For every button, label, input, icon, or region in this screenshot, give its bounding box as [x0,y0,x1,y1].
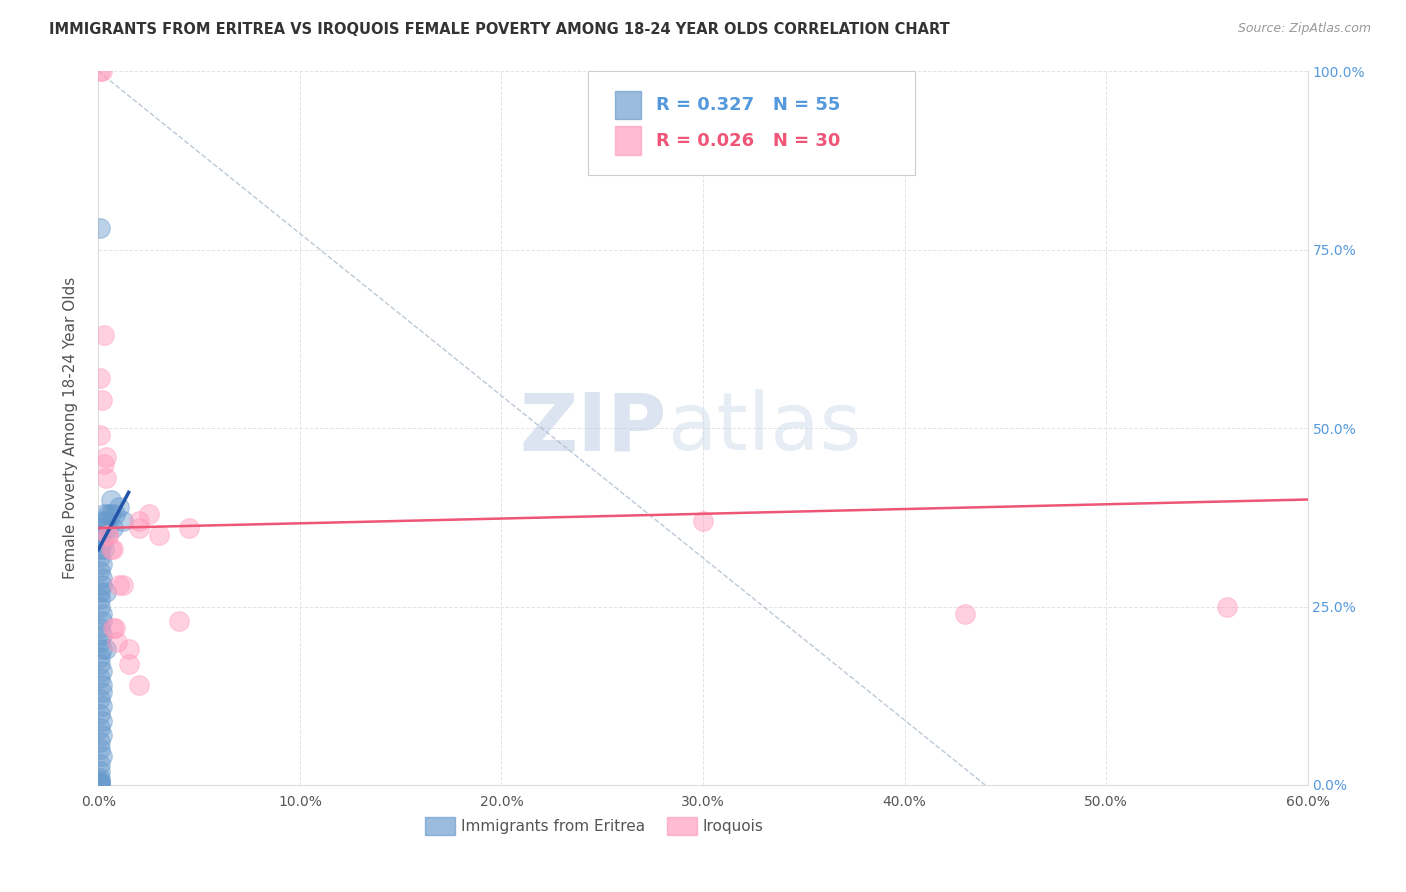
Point [93,457,115,471]
Point [148,528,170,542]
Point [179,521,201,535]
Point [91,392,114,407]
Y-axis label: Female Poverty Among 18-24 Year Olds: Female Poverty Among 18-24 Year Olds [63,277,77,579]
Point [91,714,114,728]
Point [101,621,124,635]
Text: IMMIGRANTS FROM ERITREA VS IROQUOIS FEMALE POVERTY AMONG 18-24 YEAR OLDS CORRELA: IMMIGRANTS FROM ERITREA VS IROQUOIS FEMA… [49,22,950,37]
Point [91,685,114,699]
Text: ZIP: ZIP [519,389,666,467]
Point [91,578,114,592]
Point [89,657,111,671]
Point [100,492,122,507]
Point [89,428,111,442]
Point [1216,599,1239,614]
Point [96,585,118,599]
Point [89,774,111,789]
FancyBboxPatch shape [588,71,915,175]
Point [89,64,111,78]
Bar [666,817,697,835]
Point [101,521,124,535]
Point [93,542,115,557]
Point [93,507,115,521]
Point [91,521,114,535]
Point [89,592,111,607]
Point [107,578,129,592]
Point [103,507,125,521]
Point [89,692,111,706]
Point [89,756,111,771]
Bar [614,127,641,155]
Point [89,635,111,649]
Point [91,699,114,714]
Point [89,542,111,557]
Point [91,728,114,742]
Point [91,628,114,642]
Bar [614,91,641,120]
Point [93,514,115,528]
Point [89,776,111,790]
Point [111,578,134,592]
Point [93,328,115,343]
Point [103,621,125,635]
Point [97,507,120,521]
Text: Immigrants from Eritrea: Immigrants from Eritrea [461,819,645,834]
Text: Iroquois: Iroquois [703,819,763,834]
Text: atlas: atlas [666,389,860,467]
Point [89,721,111,735]
Point [89,528,111,542]
Point [692,514,714,528]
Point [97,521,120,535]
Point [111,514,134,528]
Point [89,777,111,791]
Point [91,749,114,764]
Point [97,528,120,542]
Point [953,607,976,621]
Point [97,528,120,542]
Point [89,371,111,385]
Point [89,735,111,749]
Text: R = 0.327   N = 55: R = 0.327 N = 55 [655,96,841,114]
Point [96,450,118,464]
Point [118,657,141,671]
Point [118,642,141,657]
Point [105,635,128,649]
Point [89,764,111,778]
Point [89,771,111,785]
Point [91,614,114,628]
Point [96,642,118,657]
Point [91,535,114,549]
Point [91,64,114,78]
Point [91,678,114,692]
Point [91,571,114,585]
Point [167,614,190,628]
Point [138,507,160,521]
Point [100,507,122,521]
Point [89,649,111,664]
Point [128,521,150,535]
Point [91,607,114,621]
Point [96,471,118,485]
Point [101,542,124,557]
Point [89,742,111,756]
Point [96,514,118,528]
Point [89,671,111,685]
Text: R = 0.026   N = 30: R = 0.026 N = 30 [655,132,841,150]
Point [128,678,150,692]
Point [89,776,111,790]
Bar [425,817,456,835]
Point [91,664,114,678]
Point [89,564,111,578]
Point [89,706,111,721]
Point [89,585,111,599]
Text: Source: ZipAtlas.com: Source: ZipAtlas.com [1237,22,1371,36]
Point [107,500,129,514]
Point [128,514,150,528]
Point [91,642,114,657]
Point [100,542,122,557]
Point [91,557,114,571]
Point [89,621,111,635]
Point [89,549,111,564]
Point [89,221,111,235]
Point [89,599,111,614]
